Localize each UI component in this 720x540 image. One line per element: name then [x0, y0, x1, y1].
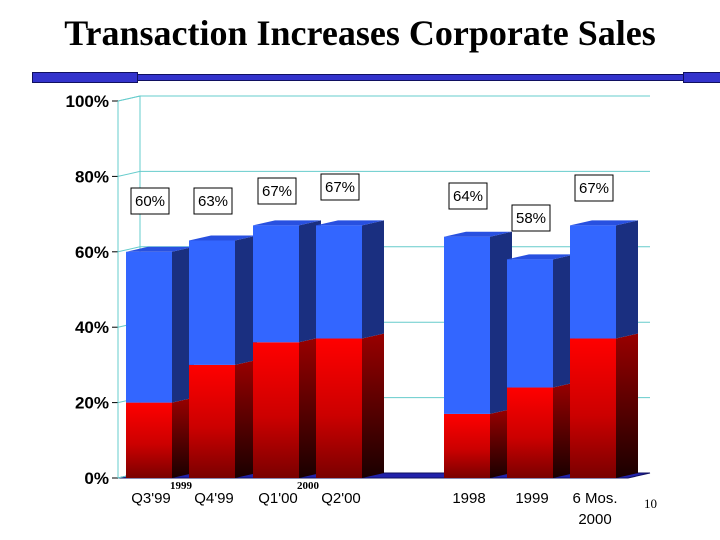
- bar-segment-upper-side: [490, 231, 512, 414]
- bar-segment-upper: [507, 259, 553, 388]
- bar-segment-upper: [189, 240, 235, 365]
- data-label-box: [130, 187, 170, 215]
- x-category-label: 1998: [452, 490, 485, 507]
- data-label-box: [193, 187, 233, 215]
- bar-segment-lower-side: [172, 397, 194, 478]
- data-label-box: [574, 174, 614, 202]
- bar-segment-upper-side: [299, 220, 321, 343]
- bar-segment-upper: [126, 251, 172, 403]
- page-number: 10: [644, 496, 657, 511]
- y-tick-label: 80%: [75, 167, 109, 186]
- y-tick-label: 20%: [75, 394, 109, 413]
- bar-segment-lower: [316, 338, 362, 478]
- bar-segment-upper-top: [316, 220, 384, 226]
- bar-segment-upper-top: [126, 246, 194, 252]
- bar-segment-lower-side: [490, 408, 512, 478]
- x-category-label: Q4'99: [194, 490, 234, 507]
- bar-segment-lower-side: [235, 359, 257, 478]
- data-label: 64%: [453, 188, 483, 205]
- data-label-box: [320, 173, 360, 201]
- bar-segment-upper: [444, 236, 490, 414]
- bar-segment-upper-side: [235, 235, 257, 365]
- x-category-label: 1999: [515, 490, 548, 507]
- x-category-label: Q2'00: [321, 490, 361, 507]
- bar-segment-upper: [253, 225, 299, 343]
- data-label-box: [511, 204, 551, 232]
- x-category-label: Q3'99: [131, 490, 171, 507]
- y-tick-label: 100%: [66, 92, 109, 111]
- data-label: 60%: [135, 193, 165, 210]
- data-label-box: [257, 177, 297, 205]
- bar-segment-upper-side: [553, 254, 575, 388]
- bar-segment-upper-side: [172, 246, 194, 403]
- gridline-side: [117, 170, 141, 177]
- x-category-label: Q1'00: [258, 490, 298, 507]
- bar-segment-upper-top: [570, 220, 638, 226]
- title-accent-bar-right: [683, 72, 720, 83]
- bar-segment-upper: [316, 225, 362, 339]
- x-category-label: 6 Mos.: [572, 490, 617, 507]
- bar-segment-lower: [189, 364, 235, 478]
- bar-segment-lower: [444, 413, 490, 478]
- bar-segment-lower: [507, 387, 553, 478]
- bar-segment-upper-top: [189, 235, 257, 241]
- slide-title: Transaction Increases Corporate Sales: [64, 13, 656, 53]
- x-category-label: 2000: [578, 511, 611, 528]
- x-group-label: 2000: [297, 480, 320, 492]
- y-tick-label: 60%: [75, 243, 109, 262]
- bar-segment-upper-top: [507, 254, 575, 260]
- bar-segment-lower: [253, 342, 299, 478]
- bar-segment-upper-top: [253, 220, 321, 226]
- data-label-box: [448, 182, 488, 210]
- gridline-side: [117, 95, 141, 102]
- bar-segment-upper: [570, 225, 616, 339]
- data-label: 67%: [579, 180, 609, 197]
- x-group-label: 1999: [170, 480, 193, 492]
- bar-segment-lower: [126, 402, 172, 478]
- data-label: 67%: [262, 183, 292, 200]
- bar-segment-lower-side: [553, 382, 575, 478]
- bar-segment-lower-side: [616, 333, 638, 478]
- gridline-side: [117, 246, 141, 253]
- data-label: 58%: [516, 210, 546, 227]
- bar-segment-upper-side: [362, 220, 384, 339]
- y-tick-label: 0%: [84, 469, 109, 488]
- y-tick-label: 40%: [75, 318, 109, 337]
- data-label: 67%: [325, 179, 355, 196]
- bar-segment-lower: [570, 338, 616, 478]
- bar-segment-upper-side: [616, 220, 638, 339]
- chart-text: 0% 20% 40% 60% 80% 100% 60% 63% 67% 67% 64% 58% 67% Q…: [66, 92, 618, 528]
- data-label: 63%: [198, 193, 228, 210]
- bar-segment-upper-top: [444, 231, 512, 237]
- chart-bars: [126, 220, 638, 478]
- bar-segment-lower-side: [362, 333, 384, 478]
- bar-segment-lower-side: [299, 337, 321, 478]
